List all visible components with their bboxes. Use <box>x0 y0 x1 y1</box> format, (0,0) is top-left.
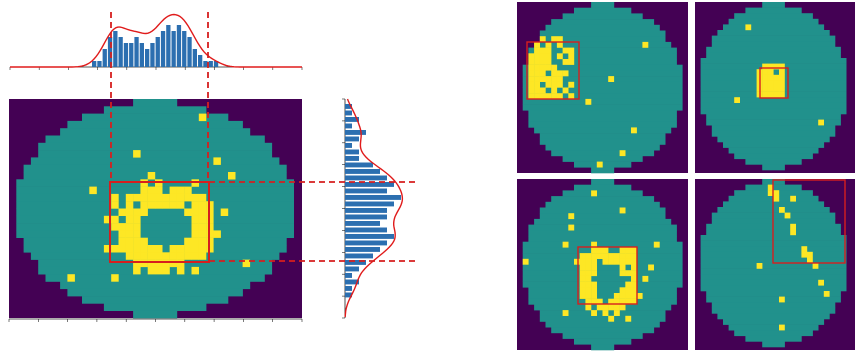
thumbnail-wafer-donut <box>517 179 688 351</box>
x-hist-bar <box>118 37 123 67</box>
x-hist-bar <box>171 31 176 67</box>
y-hist-bar <box>345 240 387 246</box>
x-hist-bar <box>182 31 187 67</box>
projection-guide-lines <box>110 12 415 262</box>
y-hist-bar <box>345 221 380 226</box>
region-box <box>109 181 210 263</box>
y-hist-bar <box>345 286 352 291</box>
y-projection-histogram <box>342 98 404 319</box>
y-hist-bar <box>345 195 401 200</box>
x-hist-bar <box>198 55 203 67</box>
x-hist-bar <box>160 31 166 67</box>
thumbnail-wafer-edge-local <box>517 2 688 174</box>
x-hist-bar <box>155 37 160 67</box>
y-hist-bar <box>345 279 359 285</box>
y-hist-bar <box>345 117 359 122</box>
x-hist-bar <box>139 43 144 67</box>
y-hist-bar <box>345 175 387 181</box>
y-hist-bar <box>345 156 359 161</box>
y-hist-bar <box>345 143 352 148</box>
x-hist-bar <box>92 61 97 67</box>
x-hist-bar <box>145 49 150 67</box>
y-hist-bar <box>345 273 352 278</box>
y-hist-bar <box>345 162 373 168</box>
x-hist-bar <box>134 37 139 67</box>
y-hist-density-curve <box>344 98 404 318</box>
y-hist-bar <box>345 201 394 207</box>
y-hist-bar <box>345 234 394 239</box>
y-hist-bar <box>345 123 352 129</box>
y-hist-bar <box>345 182 394 187</box>
x-hist-bar <box>213 61 219 67</box>
y-hist-bar <box>345 253 373 259</box>
x-hist-bar <box>176 25 182 67</box>
y-hist-bar <box>345 169 380 174</box>
x-projection-histogram <box>9 13 303 70</box>
x-hist-bar <box>97 61 102 67</box>
y-hist-bar <box>345 110 352 116</box>
x-hist-density-curve <box>10 13 302 68</box>
main-wafer-map <box>8 99 303 322</box>
thumbnail-region-box <box>759 67 789 99</box>
x-hist-bar <box>166 25 171 67</box>
thumbnail-wafer-scratch <box>695 179 855 350</box>
y-hist-bar <box>345 227 387 233</box>
y-hist-bar <box>345 104 352 109</box>
x-hist-bar <box>107 37 113 67</box>
y-hist-bar <box>345 247 380 252</box>
x-hist-bar <box>192 49 197 67</box>
y-hist-bar <box>345 260 366 265</box>
x-hist-bar <box>150 43 155 67</box>
y-hist-bar <box>345 149 359 155</box>
y-hist-bar <box>345 266 359 272</box>
thumbnail-region-box <box>577 246 638 305</box>
y-hist-bar <box>345 130 366 135</box>
y-hist-bar <box>345 188 387 194</box>
x-hist-bar <box>187 37 192 67</box>
x-hist-bar <box>203 61 208 67</box>
thumbnail-region-box <box>772 179 846 264</box>
x-hist-bar <box>208 61 213 67</box>
thumbnail-region-box <box>526 41 580 100</box>
x-hist-bar <box>129 43 134 67</box>
x-hist-bar <box>123 43 129 67</box>
y-hist-bar <box>345 136 359 142</box>
x-hist-bar <box>102 49 107 67</box>
y-hist-bar <box>345 214 387 220</box>
thumbnail-wafer-center <box>695 2 855 173</box>
y-hist-bar <box>345 208 387 213</box>
y-hist-bar <box>345 292 352 298</box>
x-hist-bar <box>113 31 118 67</box>
